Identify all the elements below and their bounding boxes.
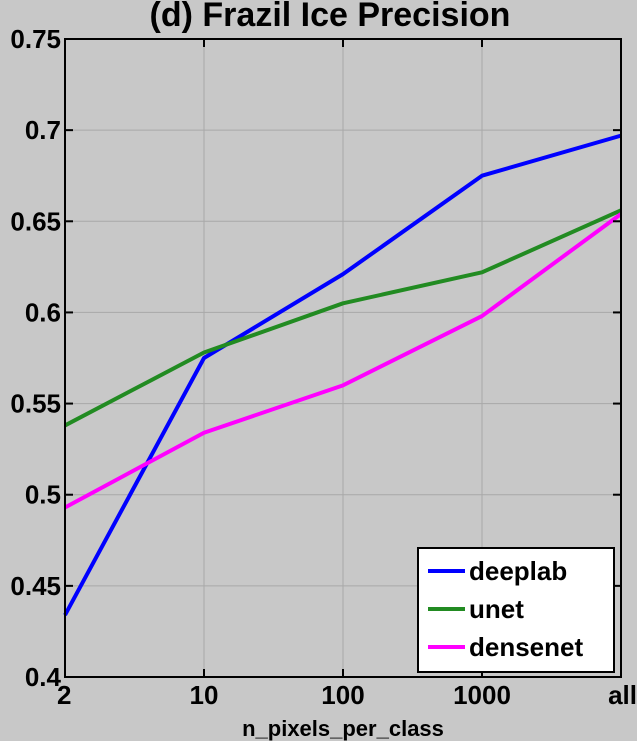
legend-label-densenet: densenet xyxy=(469,632,583,662)
x-tick-label: all xyxy=(608,680,637,710)
x-tick-label: 100 xyxy=(321,680,364,710)
y-tick-label: 0.45 xyxy=(10,571,61,601)
y-axis-ticks: 0.4 0.45 0.5 0.55 0.6 0.65 0.7 0.75 xyxy=(10,24,621,692)
legend-items: deeplab unet densenet xyxy=(428,556,583,662)
x-axis-label: n_pixels_per_class xyxy=(242,716,444,741)
x-tick-label: 10 xyxy=(190,680,219,710)
y-tick-label: 0.4 xyxy=(25,662,62,692)
y-tick-label: 0.75 xyxy=(10,24,61,54)
legend-label-unet: unet xyxy=(469,594,524,624)
y-tick-label: 0.55 xyxy=(10,389,61,419)
chart-title: (d) Frazil Ice Precision xyxy=(150,0,511,34)
series-lines xyxy=(63,133,623,616)
y-tick-label: 0.65 xyxy=(10,206,61,236)
y-tick-label: 0.7 xyxy=(25,115,61,145)
y-tick-label: 0.5 xyxy=(25,480,61,510)
legend: deeplab unet densenet xyxy=(417,547,615,673)
series-line-deeplab xyxy=(63,133,622,616)
series-line-unet xyxy=(64,208,622,428)
series-line-densenet xyxy=(64,212,623,510)
legend-label-deeplab: deeplab xyxy=(469,556,567,586)
y-tick-label: 0.6 xyxy=(25,297,61,327)
x-tick-label: 1000 xyxy=(453,680,511,710)
x-tick-label: 2 xyxy=(57,680,71,710)
